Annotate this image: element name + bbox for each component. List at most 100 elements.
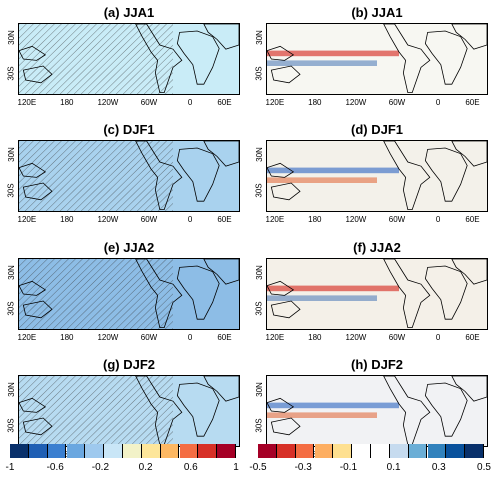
anomaly-band [267,60,377,66]
coastline [383,376,431,446]
colorbar-swatch [104,444,123,458]
map-field [19,259,239,329]
colorbar-swatch [123,444,142,458]
x-tick-label: 120W [97,333,119,342]
colorbar-swatch [352,444,371,458]
coastline [267,162,295,178]
coastline [135,376,183,446]
coastline [22,182,53,201]
anomaly-band [267,50,399,57]
x-tick-label: 120E [17,333,37,342]
x-tick-label: 120E [265,98,285,107]
x-tick-label: 60E [465,215,480,224]
coastline [451,259,487,285]
panel-title: (a) JJA1 [103,5,155,20]
colorbar-swatch [427,444,447,458]
x-tick-label: 60W [140,98,158,107]
field-background [267,259,487,329]
coastline [19,397,47,413]
y-tick-label: 30S [6,301,16,316]
colorbar-label: 0.3 [431,462,446,473]
y-tick-label: 30N [6,265,16,280]
colorbar-label: -0.5 [249,462,267,473]
coastline [19,280,47,296]
coastline [267,45,295,61]
colorbar-label: 0.1 [386,462,401,473]
coastline [203,24,239,50]
coastline [270,417,301,436]
x-tick-label: 0 [187,98,193,107]
x-tick-label: 60W [388,215,406,224]
x-tick-label: 120W [97,215,119,224]
colorbar-swatch [85,444,105,458]
y-tick-label: 30N [254,265,264,280]
map-panel [18,140,240,212]
coastline [176,382,220,437]
y-tick-label: 30N [6,382,16,397]
coastline [19,45,47,61]
anomaly-band [267,177,377,183]
anomaly-band [267,402,399,409]
x-tick-label: 180 [308,333,322,342]
x-tick-label: 120E [17,215,37,224]
colorbar-label: -1 [5,462,15,473]
colorbar-swatch [314,444,334,458]
x-tick-label: 60W [140,333,158,342]
map-field [19,141,239,211]
x-tick-label: 60E [465,333,480,342]
coastline [176,147,220,202]
coastline [451,24,487,50]
x-tick-label: 120W [345,98,367,107]
y-tick-label: 30S [6,418,16,433]
coastline [270,65,301,84]
map-panel [266,23,488,95]
colorbar-swatch [333,444,353,458]
colorbar-label: -0.1 [339,462,358,473]
x-tick-label: 120E [17,98,37,107]
coastline [270,300,301,319]
y-tick-label: 30S [254,66,264,81]
panel-title: (b) JJA1 [351,5,403,20]
map-panel [18,375,240,447]
map-field [267,141,487,211]
colorbar-label: -0.3 [294,462,312,473]
field-background [267,141,487,211]
colorbar-label: 1 [233,462,239,473]
colorbar-label: 0.5 [477,462,491,473]
x-tick-label: 120E [265,215,285,224]
y-tick-label: 30N [254,147,264,162]
x-tick-label: 0 [435,215,441,224]
colorbar-swatch [371,444,390,458]
coastline [451,141,487,167]
colorbar-swatch [47,444,67,458]
y-tick-label: 30S [254,418,264,433]
panel-title: (g) DJF2 [103,357,155,372]
significance-hatch [19,141,173,211]
colorbar-swatch [465,444,484,458]
y-tick-label: 30N [6,30,16,45]
x-tick-label: 0 [435,98,441,107]
significance-hatch [19,376,173,446]
colorbar-swatch [10,444,29,458]
coastline [451,376,487,402]
colorbar-swatch [258,444,277,458]
colorbar-swatch [179,444,199,458]
colorbar-label: -0.6 [46,462,64,473]
coastline [135,141,183,211]
x-tick-label: 60E [465,98,480,107]
colorbar-label: 0.6 [183,462,198,473]
coastline [176,30,220,85]
y-tick-label: 30S [6,183,16,198]
map-panel [266,258,488,330]
x-tick-label: 60W [388,333,406,342]
map-panel [266,375,488,447]
colorbar-swatch [217,444,236,458]
coastline [135,24,183,94]
x-tick-label: 180 [60,215,74,224]
colorbar-swatch [66,444,86,458]
y-tick-label: 30S [254,183,264,198]
anomaly-band [267,412,377,418]
panel-title: (d) DJF1 [351,122,403,137]
colorbar-swatch [295,444,315,458]
map-panel [18,258,240,330]
